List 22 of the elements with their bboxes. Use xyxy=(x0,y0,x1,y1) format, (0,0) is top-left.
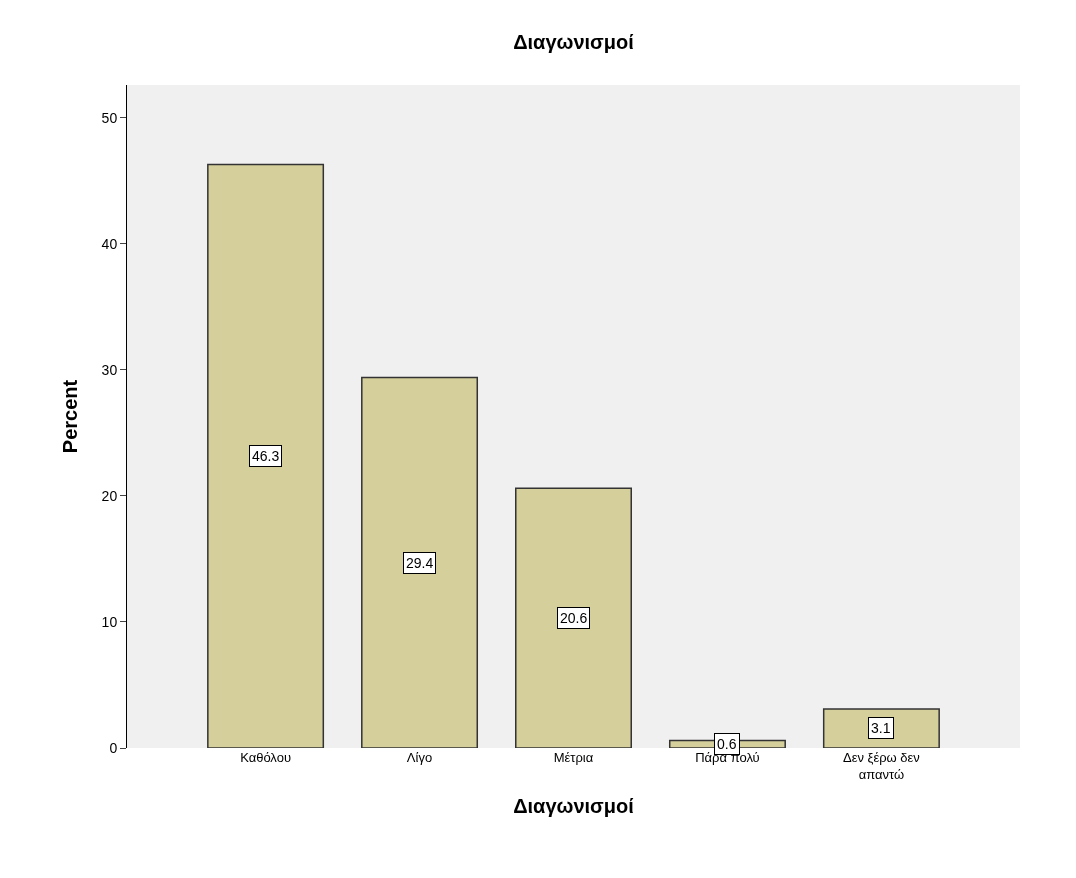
y-tick-label: 20 xyxy=(101,487,118,504)
data-label: 0.6 xyxy=(717,736,737,752)
y-axis-title: Percent xyxy=(59,379,81,454)
x-axis-title: Διαγωνισμοί xyxy=(513,795,634,818)
bar xyxy=(361,376,479,748)
x-tick-label: Δεν ξέρω δεν απαντώ xyxy=(842,750,920,782)
y-tick-label: 40 xyxy=(101,235,118,252)
bar xyxy=(207,163,325,748)
bar xyxy=(515,487,632,748)
x-tick-label: Πάρα πολύ xyxy=(695,750,760,765)
data-label: 29.4 xyxy=(406,555,434,571)
x-tick-label: Καθόλου xyxy=(240,750,292,765)
y-tick-label: 50 xyxy=(101,109,118,126)
y-tick-label: 10 xyxy=(101,613,118,630)
chart-title: Διαγωνισμοί xyxy=(513,31,634,54)
data-label: 3.1 xyxy=(871,720,891,736)
x-tick-label: Μέτρια xyxy=(553,750,594,765)
data-label: 20.6 xyxy=(560,610,588,626)
y-tick-label: 0 xyxy=(109,739,118,756)
y-tick-label: 30 xyxy=(101,361,118,378)
data-label: 46.3 xyxy=(252,448,280,464)
x-tick-label: Λίγο xyxy=(406,750,433,765)
